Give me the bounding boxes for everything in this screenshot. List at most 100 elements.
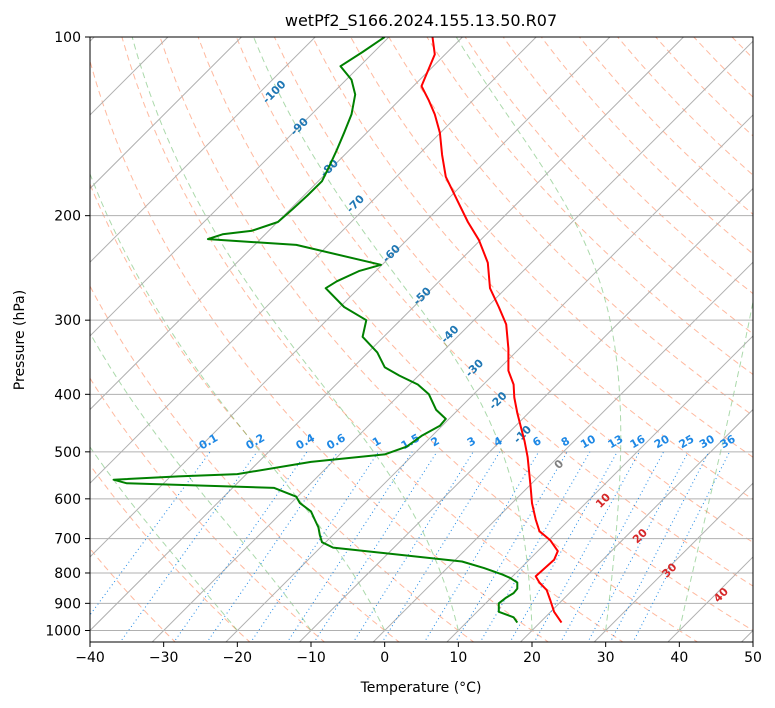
sounding-series: [112, 37, 563, 624]
mixing-ratio-label: 4: [491, 434, 504, 449]
frost-point-label: -100: [260, 77, 289, 106]
isotherm-line: [298, 187, 753, 642]
dry-adiabat-line: [197, 37, 753, 632]
dry-adiabat-line: [90, 285, 400, 642]
y-tick-label: 800: [54, 566, 81, 582]
mixing-ratio-label: 8: [559, 434, 572, 449]
mixing-ratio-label: 2: [429, 434, 442, 449]
moist-adiabat-line: [253, 37, 533, 631]
mixing-ratio-line: [560, 451, 665, 642]
y-tick-label: 600: [54, 492, 81, 508]
x-tick-label: 20: [523, 650, 541, 666]
dry-adiabat-line: [350, 37, 753, 458]
mixing-ratio-label: 20: [652, 432, 672, 451]
chart-labels: 0.1 0.2 0.4 0.6 1 1.5 2 3 4 6 8 10 13 16 20 25 30 36-100-…: [197, 77, 738, 605]
mixing-ratio-lines: [90, 451, 731, 642]
isotherm-line: [519, 408, 753, 642]
y-tick-label: 300: [54, 313, 81, 329]
pressure-grid: [90, 37, 753, 631]
mixing-ratio-line: [381, 451, 501, 642]
dry-adiabat-line: [579, 37, 753, 215]
y-tick-label: 1000: [45, 624, 81, 640]
x-tick-label: −40: [75, 650, 105, 666]
y-tick-label: 700: [54, 532, 81, 548]
mixing-ratio-label: 1: [370, 434, 383, 449]
isotherm-line: [90, 37, 464, 411]
mixing-ratio-label: 10: [578, 432, 598, 451]
y-axis-ticks: 100 200 300 400 500 600 700 800 900 1000: [45, 30, 90, 640]
dry-adiabat-line: [502, 37, 753, 295]
dry-adiabat-line: [693, 37, 753, 98]
moist-adiabat-line: [90, 446, 238, 631]
x-tick-label: −10: [296, 650, 326, 666]
mixing-ratio-line: [533, 451, 640, 642]
mixing-ratio-label: 6: [530, 434, 543, 449]
temperature-line: [420, 37, 563, 624]
isotherm-line: [90, 37, 390, 337]
chart-title: wetPf2_S166.2024.155.13.50.R07: [285, 11, 557, 31]
dry-adiabat-line: [770, 37, 775, 643]
mixing-ratio-label: 36: [718, 432, 738, 451]
x-tick-label: 10: [449, 650, 467, 666]
x-tick-label: −30: [149, 650, 179, 666]
y-tick-label: 200: [54, 209, 81, 225]
isotherm-line: [90, 37, 316, 263]
y-tick-label: 100: [54, 30, 81, 46]
isotherm-line: [90, 37, 685, 632]
moist-adiabats: [90, 37, 753, 631]
isotherm-line: [90, 37, 243, 190]
isotherm-line: [225, 114, 753, 642]
dry-adiabat-line: [121, 37, 624, 642]
moist-adiabat-line: [90, 332, 312, 631]
frost-point-label: -60: [380, 242, 403, 265]
moist-adiabat-line: [90, 172, 386, 631]
mixing-ratio-label: 0.4: [294, 431, 318, 452]
temperature-label: 10: [593, 490, 613, 510]
moist-adiabat-line: [131, 37, 459, 631]
x-tick-label: 40: [670, 650, 688, 666]
frost-point-label: -80: [318, 156, 341, 179]
mixing-ratio-line: [173, 451, 308, 642]
mixing-ratio-line: [509, 451, 618, 642]
mixing-ratio-label: 16: [628, 432, 648, 451]
frost-point-label: -40: [438, 322, 461, 345]
dry-adiabat-line: [159, 37, 699, 642]
dry-adiabat-line: [90, 377, 326, 642]
dry-adiabats: [90, 37, 775, 643]
temperature-label: 40: [711, 585, 731, 605]
isotherm-line: [667, 556, 753, 642]
mixing-ratio-line: [587, 451, 689, 642]
mixing-ratio-line: [632, 451, 731, 642]
mixing-ratio-label: 0.1: [197, 431, 220, 452]
x-tick-label: 0: [380, 650, 389, 666]
dry-adiabat-line: [617, 37, 753, 176]
mixing-ratio-label: 13: [606, 432, 626, 451]
dry-adiabat-line: [90, 464, 251, 642]
plot-area: 0.1 0.2 0.4 0.6 1 1.5 2 3 4 6 8 10 13 16 20 25 30 36-100-…: [90, 37, 775, 643]
dry-adiabat-line: [312, 37, 753, 501]
x-axis-ticks: −40 −30 −20 −10 0 10 20 30 40 50: [75, 642, 762, 666]
mixing-ratio-label: 0.2: [244, 431, 267, 452]
temperature-label: 30: [659, 560, 679, 580]
y-tick-label: 900: [54, 596, 81, 612]
y-axis-label: Pressure (hPa): [12, 290, 28, 390]
isotherm-line: [90, 37, 611, 558]
frost-point-label: -70: [344, 192, 367, 215]
x-tick-label: 30: [597, 650, 615, 666]
moist-adiabat-line: [678, 299, 753, 631]
dry-adiabat-line: [235, 37, 753, 587]
x-tick-label: 50: [744, 650, 762, 666]
ice-label: 0: [552, 457, 567, 472]
frost-point-label: -20: [486, 389, 509, 412]
dry-adiabat-line: [273, 37, 753, 543]
y-tick-label: 400: [54, 387, 81, 403]
frost-point-label: -50: [411, 284, 434, 307]
x-tick-label: −20: [223, 650, 253, 666]
isotherm-line: [446, 335, 753, 642]
dewpoint-line: [112, 37, 519, 624]
moist-adiabat-line: [455, 37, 622, 631]
mixing-ratio-line: [454, 451, 568, 642]
dry-adiabat-line: [464, 37, 753, 335]
y-tick-label: 500: [54, 445, 81, 461]
